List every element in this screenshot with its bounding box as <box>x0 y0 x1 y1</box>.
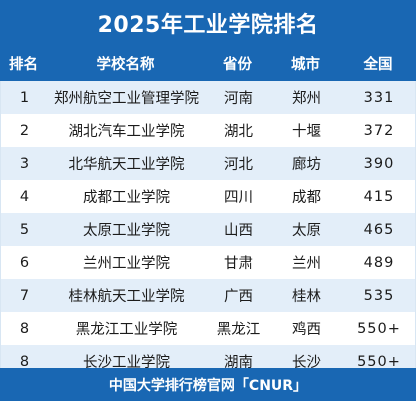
province-cell: 四川 <box>224 190 253 206</box>
ranking-table: 排名 学校名称 省份 城市 全国 1 郑州航空工业管理学院 河南 郑州 331 … <box>0 46 416 378</box>
school-cell: 太原工业学院 <box>83 223 170 239</box>
header-rank: 排名 <box>9 57 38 73</box>
school-cell: 桂林航天工业学院 <box>68 289 185 305</box>
header-province: 省份 <box>223 57 252 73</box>
national-rank-cell: 489 <box>363 254 395 271</box>
national-rank-cell: 415 <box>363 188 395 205</box>
city-cell: 长沙 <box>292 355 321 371</box>
rank-cell: 3 <box>19 155 30 172</box>
city-cell: 郑州 <box>292 91 321 107</box>
school-cell: 长沙工业学院 <box>83 355 170 371</box>
table-row: 2 湖北汽车工业学院 湖北 十堰 372 <box>0 114 416 147</box>
city-cell: 成都 <box>292 190 321 206</box>
province-cell: 甘肃 <box>224 256 253 272</box>
table-row: 6 兰州工业学院 甘肃 兰州 489 <box>0 246 416 279</box>
table-row: 8 黑龙江工业学院 黑龙江 鸡西 550+ <box>0 312 416 345</box>
school-cell: 成都工业学院 <box>83 190 170 206</box>
rank-cell: 2 <box>19 122 30 139</box>
national-rank-cell: 372 <box>363 122 395 139</box>
national-rank-cell: 465 <box>363 221 395 238</box>
national-rank-cell: 550+ <box>357 320 401 337</box>
table-row: 3 北华航天工业学院 河北 廊坊 390 <box>0 147 416 180</box>
page-title: 2025年工业学院排名 <box>0 0 416 46</box>
national-rank-cell: 390 <box>363 155 395 172</box>
school-cell: 北华航天工业学院 <box>68 157 185 173</box>
rank-cell: 7 <box>19 287 30 304</box>
school-cell: 湖北汽车工业学院 <box>68 124 185 140</box>
school-cell: 黑龙江工业学院 <box>75 322 178 338</box>
province-cell: 河北 <box>224 157 253 173</box>
table-row: 5 太原工业学院 山西 太原 465 <box>0 213 416 246</box>
city-cell: 太原 <box>292 223 321 239</box>
province-cell: 湖南 <box>224 355 253 371</box>
rank-cell: 1 <box>19 89 30 106</box>
national-rank-cell: 550+ <box>357 353 401 370</box>
rank-cell: 5 <box>19 221 30 238</box>
header-national: 全国 <box>363 57 393 73</box>
city-cell: 十堰 <box>292 124 321 140</box>
province-cell: 广西 <box>224 289 253 305</box>
city-cell: 廊坊 <box>292 157 321 173</box>
rank-cell: 4 <box>19 188 30 205</box>
province-cell: 湖北 <box>224 124 253 140</box>
national-rank-cell: 535 <box>363 287 395 304</box>
table-header-row: 排名 学校名称 省份 城市 全国 <box>0 46 416 81</box>
rank-cell: 8 <box>19 353 30 370</box>
city-cell: 兰州 <box>292 256 321 272</box>
province-cell: 山西 <box>224 223 253 239</box>
city-cell: 桂林 <box>292 289 321 305</box>
national-rank-cell: 331 <box>363 89 395 106</box>
table-row: 1 郑州航空工业管理学院 河南 郑州 331 <box>0 81 416 114</box>
header-school: 学校名称 <box>96 57 155 73</box>
school-cell: 兰州工业学院 <box>83 256 170 272</box>
school-cell: 郑州航空工业管理学院 <box>54 91 199 107</box>
header-city: 城市 <box>291 57 320 73</box>
rank-cell: 6 <box>19 254 30 271</box>
table-row: 4 成都工业学院 四川 成都 415 <box>0 180 416 213</box>
province-cell: 河南 <box>224 91 253 107</box>
rank-cell: 8 <box>19 320 30 337</box>
footer-source: 中国大学排行榜官网「CNUR」 <box>0 368 416 401</box>
city-cell: 鸡西 <box>292 322 321 338</box>
province-cell: 黑龙江 <box>216 322 261 338</box>
table-row: 7 桂林航天工业学院 广西 桂林 535 <box>0 279 416 312</box>
